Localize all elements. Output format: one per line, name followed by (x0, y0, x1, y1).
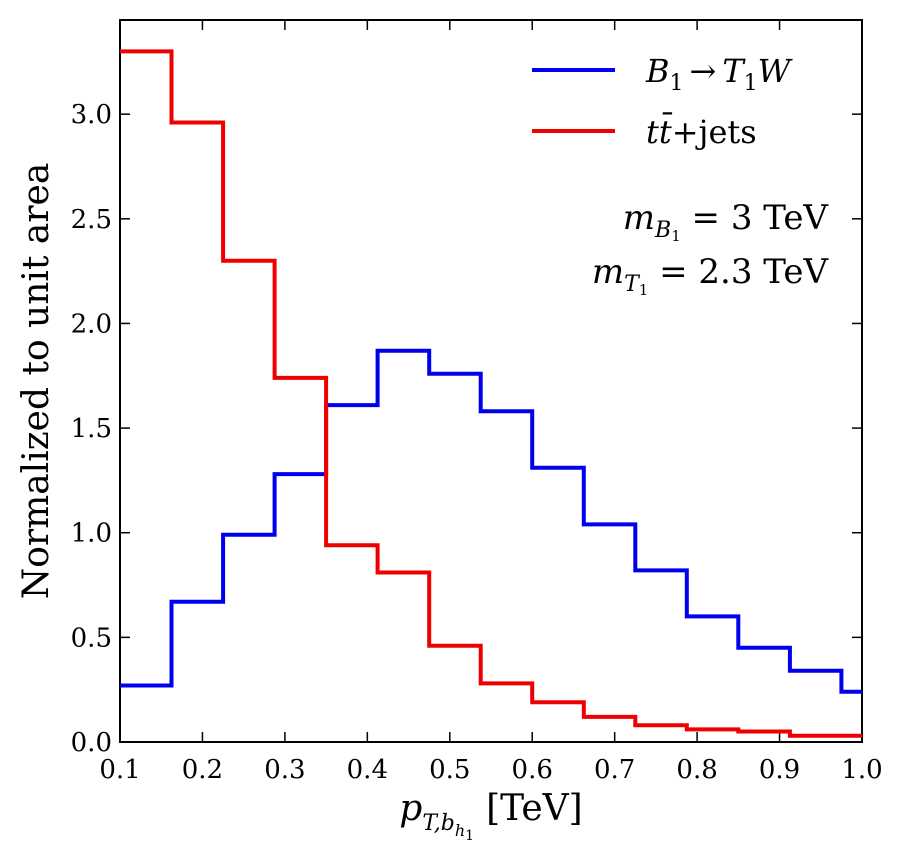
x-axis-label: pT,bh1 [TeV] (399, 788, 582, 844)
x-label-p: p (399, 788, 422, 829)
y-tick-label: 1.5 (71, 414, 112, 444)
y-tick-label: 2.5 (71, 205, 112, 235)
annot1-sub: B (654, 218, 671, 243)
legend-bkg-t1: t (646, 113, 659, 151)
y-axis-label: Normalized to unit area (16, 163, 57, 600)
x-label-sub-T: T,b (422, 811, 455, 836)
x-tick-label: 0.8 (676, 755, 717, 785)
x-tick-label: 0.6 (512, 755, 553, 785)
annot1-rest: = 3 TeV (681, 198, 830, 238)
annot1-sub2: 1 (671, 227, 681, 245)
legend-bkg-t2: t̄ (659, 112, 673, 151)
legend: B1 → T1W tt̄+jets (532, 52, 794, 151)
legend-label-signal: B1 → T1W (645, 52, 794, 96)
annot1-m: m (623, 198, 655, 238)
y-tick-label: 2.0 (71, 309, 112, 339)
histogram-series (120, 49, 862, 738)
series-background-step-line (120, 49, 862, 738)
legend-label-background: tt̄+jets (646, 112, 757, 151)
annot2-m: m (592, 252, 624, 292)
x-tick-label: 0.2 (182, 755, 223, 785)
legend-signal-B: B (645, 52, 670, 90)
x-tick-label: 0.1 (99, 755, 140, 785)
x-label-unit: [TeV] (486, 788, 583, 829)
annot2-rest: = 2.3 TeV (648, 252, 829, 292)
x-tick-label: 0.9 (759, 755, 800, 785)
x-label-sub-h: h (455, 821, 465, 840)
plot-frame (119, 19, 863, 743)
x-tick-label: 0.3 (264, 755, 305, 785)
legend-signal-T-sub: 1 (744, 71, 758, 96)
y-tick-label: 3.0 (71, 100, 112, 130)
axis-ticks: 0.1 0.2 0.3 0.4 0.5 0.6 0.7 0.8 0.9 1.0 0.0 0.5 1.0 1… (71, 20, 883, 785)
x-label-sub-1: 1 (465, 828, 474, 844)
y-tick-label: 0.0 (71, 728, 112, 758)
series-signal-step-line (120, 348, 862, 694)
y-tick-label: 0.5 (71, 623, 112, 653)
x-tick-label: 0.4 (347, 755, 388, 785)
legend-signal-arrow: → (690, 52, 717, 90)
y-tick-label: 1.0 (71, 519, 112, 549)
legend-signal-B-sub: 1 (670, 71, 684, 96)
x-tick-label: 1.0 (841, 755, 882, 785)
annotation-mass-T1: mT1 = 2.3 TeV (592, 252, 830, 299)
legend-signal-W: W (758, 52, 794, 90)
legend-bkg-rest: +jets (672, 113, 757, 151)
annot2-sub: T (624, 272, 641, 297)
legend-signal-T: T (722, 52, 746, 90)
annotation-mass-B1: mB1 = 3 TeV (623, 198, 830, 245)
x-tick-label: 0.7 (594, 755, 635, 785)
x-tick-label: 0.5 (429, 755, 470, 785)
annot2-sub2: 1 (639, 281, 649, 299)
